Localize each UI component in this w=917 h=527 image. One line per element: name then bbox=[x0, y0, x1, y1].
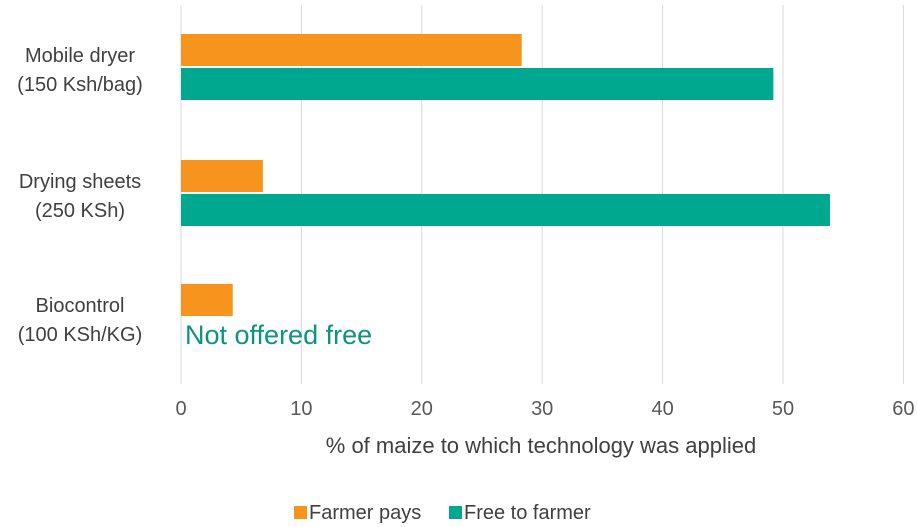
annotations: Not offered free bbox=[185, 320, 372, 350]
x-tick-label: 60 bbox=[892, 398, 914, 420]
legend-label: Farmer pays bbox=[309, 502, 421, 524]
x-axis-title: % of maize to which technology was appli… bbox=[326, 433, 756, 458]
category-label: Biocontrol (100 KSh/KG) bbox=[18, 295, 143, 346]
legend-swatch bbox=[294, 506, 307, 519]
category-label: Mobile dryer (150 Ksh/bag) bbox=[17, 45, 143, 96]
bar-farmer-pays bbox=[181, 284, 233, 316]
bar-farmer-pays bbox=[181, 34, 522, 66]
x-tick-labels: 0 10 20 30 40 50 60 bbox=[175, 398, 914, 420]
category-labels: Mobile dryer (150 Ksh/bag) Drying sheets (2… bbox=[17, 45, 143, 346]
category-label-line: Biocontrol bbox=[36, 295, 125, 317]
category-label: Drying sheets (250 KSh) bbox=[19, 171, 141, 222]
bar-free-to-farmer bbox=[181, 194, 830, 226]
x-tick-label: 50 bbox=[772, 398, 794, 420]
x-tick-label: 10 bbox=[290, 398, 312, 420]
legend-swatch bbox=[449, 506, 462, 519]
legend: Farmer pays Free to farmer bbox=[294, 502, 591, 524]
x-tick-label: 30 bbox=[531, 398, 553, 420]
x-tick-label: 0 bbox=[175, 398, 186, 420]
legend-label: Free to farmer bbox=[464, 502, 591, 524]
bar-free-to-farmer bbox=[181, 68, 774, 100]
x-tick-label: 20 bbox=[411, 398, 433, 420]
category-label-line: (100 KSh/KG) bbox=[18, 324, 143, 346]
x-tick-label: 40 bbox=[651, 398, 673, 420]
category-label-line: (150 Ksh/bag) bbox=[17, 74, 143, 96]
bars bbox=[181, 34, 830, 316]
category-label-line: (250 KSh) bbox=[35, 200, 125, 222]
bar-farmer-pays bbox=[181, 160, 263, 192]
not-offered-annotation: Not offered free bbox=[185, 320, 372, 350]
category-label-line: Drying sheets bbox=[19, 171, 141, 193]
category-label-line: Mobile dryer bbox=[25, 45, 135, 67]
